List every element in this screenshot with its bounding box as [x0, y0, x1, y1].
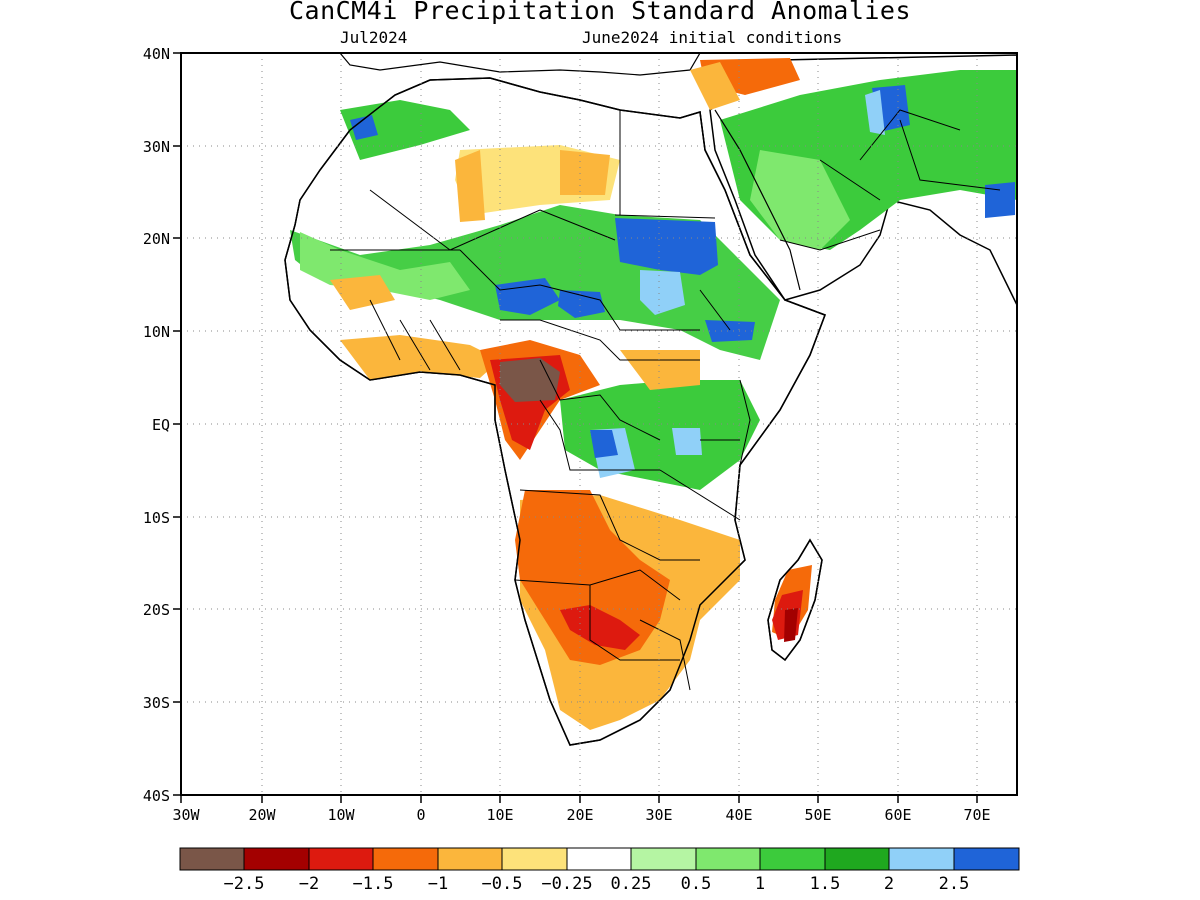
anomaly-mediterranean-light — [690, 62, 740, 110]
legend-swatch — [501, 847, 568, 871]
legend: −2.5 −2 −1.5 −1 −0.5 −0.25 0.25 0.5 1 1.… — [179, 847, 1020, 894]
legend-swatch — [437, 847, 503, 871]
anomaly-morocco-wet — [340, 100, 470, 160]
legend-swatch — [308, 847, 374, 871]
anomaly-lakes-light — [672, 428, 702, 455]
legend-swatch — [243, 847, 310, 871]
lon-label: 20E — [566, 806, 593, 824]
legend-swatch — [953, 847, 1020, 871]
anomaly-carfrica-strong — [558, 290, 605, 318]
anomaly-patches — [290, 58, 1017, 730]
legend-swatch — [179, 847, 245, 871]
lon-label: 0 — [416, 806, 425, 824]
legend-label: −0.25 — [541, 874, 592, 894]
lat-label: 30N — [143, 138, 170, 156]
legend-label: −2 — [299, 874, 319, 894]
lon-label: 30W — [172, 806, 200, 824]
legend-label: 1 — [755, 874, 765, 894]
lon-label: 10E — [486, 806, 513, 824]
lon-label: 30E — [645, 806, 672, 824]
legend-label: −0.5 — [482, 874, 523, 894]
legend-label: 1.5 — [810, 874, 841, 894]
anomaly-arabia-moderate — [750, 150, 850, 250]
legend-labels: −2.5 −2 −1.5 −1 −0.5 −0.25 0.25 0.5 1 1.… — [224, 874, 970, 894]
anomaly-sudan-light — [640, 270, 685, 315]
anomaly-sudan-strong — [615, 218, 718, 275]
lat-label: 10S — [143, 509, 170, 527]
legend-label: 2.5 — [939, 874, 970, 894]
legend-label: −1.5 — [353, 874, 394, 894]
legend-label: 2 — [884, 874, 894, 894]
country-borders — [330, 109, 1001, 691]
africa-coastline — [284, 77, 826, 746]
legend-swatch — [630, 847, 697, 871]
anomaly-sahara-moderate — [560, 150, 610, 195]
anomaly-angola-moderate — [515, 490, 670, 665]
anomaly-madagascar-extreme — [784, 608, 798, 642]
madagascar-coastline — [767, 538, 823, 662]
legend-label: −1 — [428, 874, 448, 894]
lat-label: 40S — [143, 787, 170, 805]
legend-swatch — [372, 847, 439, 871]
lat-label: 20N — [143, 230, 170, 248]
legend-label: 0.25 — [611, 874, 652, 894]
legend-swatch — [566, 847, 632, 871]
gridlines — [181, 53, 1017, 795]
legend-label: 0.5 — [681, 874, 712, 894]
forecast-month: Jul2024 — [340, 28, 408, 47]
legend-swatch — [695, 847, 761, 871]
anomaly-westcoast-dry — [340, 335, 500, 380]
anomaly-india-strong — [985, 182, 1015, 218]
anomaly-guinea-dry — [330, 275, 395, 310]
legend-swatch — [759, 847, 826, 871]
anomaly-morocco-strong — [350, 115, 378, 140]
legend-label: −2.5 — [224, 874, 265, 894]
red-sea-coast — [699, 109, 801, 301]
lon-label: 40E — [725, 806, 752, 824]
legend-swatch — [824, 847, 890, 871]
longitude-labels: 30W 20W 10W 0 10E 20E 30E 40E 50E 60E 70… — [172, 806, 990, 824]
lat-label: 40N — [143, 45, 170, 63]
lon-label: 70E — [963, 806, 990, 824]
lon-label: 50E — [804, 806, 831, 824]
anomaly-chad-strong — [495, 278, 560, 315]
legend-swatch — [888, 847, 955, 871]
lon-label: 20W — [248, 806, 276, 824]
anomaly-namibia-strong — [560, 605, 640, 650]
anomaly-iran-light — [865, 90, 885, 135]
europe-landmass — [339, 53, 701, 76]
lat-label: 10N — [143, 323, 170, 341]
tick-marks — [173, 52, 978, 803]
map-area — [284, 53, 1017, 746]
latitude-labels: 40N 30N 20N 10N EQ 10S 20S 30S 40S — [143, 45, 170, 805]
anomaly-libya-dry — [455, 150, 485, 222]
lon-label: 60E — [884, 806, 911, 824]
lon-label: 10W — [327, 806, 355, 824]
initial-conditions: June2024 initial conditions — [582, 28, 843, 47]
lat-label: 20S — [143, 601, 170, 619]
anomaly-congo-strong — [590, 430, 618, 458]
lat-label: EQ — [152, 416, 170, 434]
anomaly-ethiopia-wet — [705, 320, 755, 342]
map-title: CanCM4i Precipitation Standard Anomalies — [288, 0, 912, 25]
lat-label: 30S — [143, 694, 170, 712]
